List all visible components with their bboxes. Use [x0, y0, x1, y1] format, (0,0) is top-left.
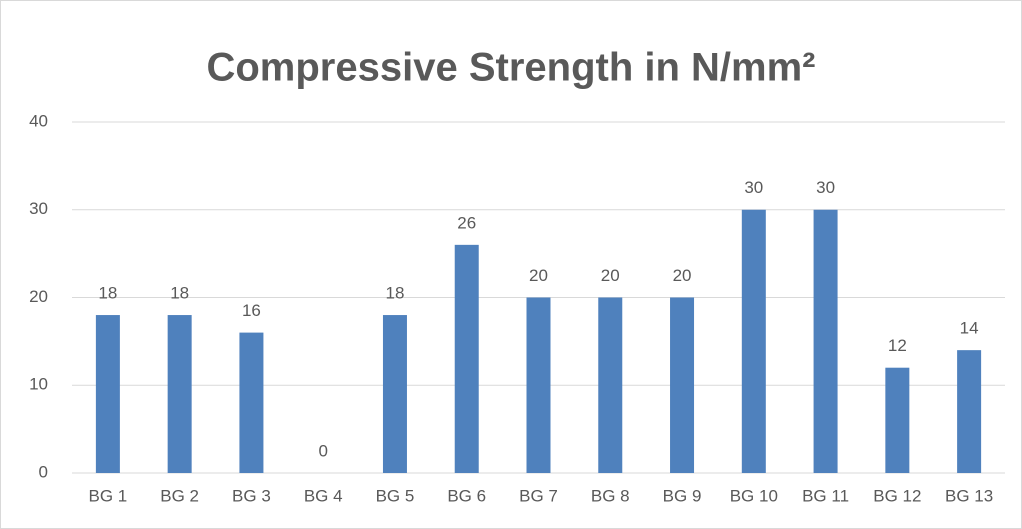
bar — [454, 244, 479, 473]
data-label: 18 — [386, 284, 405, 303]
x-tick-label: BG 2 — [160, 486, 199, 505]
bar — [885, 367, 910, 473]
bar — [95, 315, 120, 473]
bar — [167, 315, 192, 473]
x-tick-label: BG 10 — [730, 486, 778, 505]
data-label: 16 — [242, 301, 261, 320]
bar — [526, 297, 551, 473]
x-tick-label: BG 8 — [591, 486, 630, 505]
x-tick-label: BG 4 — [304, 486, 343, 505]
x-tick-label: BG 3 — [232, 486, 271, 505]
bar — [598, 297, 623, 473]
x-tick-label: BG 5 — [376, 486, 415, 505]
x-tick-label: BG 9 — [663, 486, 702, 505]
x-tick-label: BG 12 — [873, 486, 921, 505]
bar — [239, 332, 264, 473]
data-label: 14 — [960, 319, 979, 338]
data-label: 30 — [816, 178, 835, 197]
bar — [957, 350, 982, 473]
y-tick-label: 20 — [29, 287, 48, 306]
chart-title: Compressive Strength in N/mm² — [206, 46, 815, 90]
y-tick-label: 10 — [29, 375, 48, 394]
y-tick-label: 30 — [29, 199, 48, 218]
x-tick-label: BG 7 — [519, 486, 558, 505]
y-tick-label: 40 — [29, 111, 48, 130]
data-label: 26 — [457, 213, 476, 232]
data-label: 12 — [888, 336, 907, 355]
x-tick-label: BG 1 — [89, 486, 128, 505]
bar — [741, 209, 766, 473]
data-label: 30 — [744, 178, 763, 197]
x-tick-label: BG 11 — [802, 486, 849, 505]
data-label: 0 — [318, 441, 327, 460]
data-label: 18 — [98, 284, 117, 303]
x-tick-label: BG 6 — [447, 486, 486, 505]
x-tick-label: BG 13 — [945, 486, 993, 505]
data-label: 18 — [170, 284, 189, 303]
bar — [813, 209, 838, 473]
data-label: 20 — [601, 266, 620, 285]
data-label: 20 — [529, 266, 548, 285]
bar — [382, 315, 407, 473]
bar — [670, 297, 695, 473]
data-label: 20 — [673, 266, 692, 285]
y-tick-label: 0 — [39, 462, 48, 481]
